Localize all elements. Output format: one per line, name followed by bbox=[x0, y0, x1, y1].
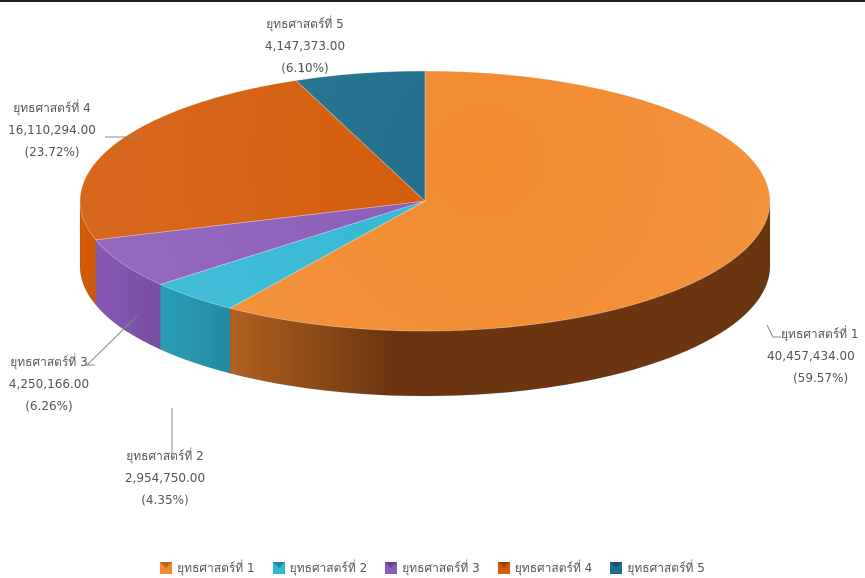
leader-line-1 bbox=[766, 324, 781, 338]
pie-slice-4[interactable] bbox=[79, 80, 426, 241]
slice-1-label: ยุทธศาสตร์ที่ 1 bbox=[781, 327, 859, 341]
slice-1-percent: (59.57%) bbox=[793, 371, 849, 385]
slice-4-percent: (23.72%) bbox=[24, 145, 80, 159]
slice-5-value: 4,147,373.00 bbox=[264, 39, 346, 53]
legend-label-4: ยุทธศาสตร์ที่ 4 bbox=[514, 560, 593, 575]
slice-5-percent: (6.10%) bbox=[281, 61, 329, 75]
legend-item-4[interactable]: ยุทธศาสตร์ที่ 4 bbox=[497, 559, 593, 578]
slice-4-label: ยุทธศาสตร์ที่ 4 bbox=[13, 101, 91, 115]
data-label-slice-1: ยุทธศาสตร์ที่ 1 40,457,434.00 (59.57%) bbox=[767, 323, 859, 389]
legend-item-1[interactable]: ยุทธศาสตร์ที่ 1 bbox=[160, 559, 255, 578]
pie-slice-3[interactable] bbox=[94, 200, 426, 285]
data-label-slice-5: ยุทธศาสตร์ที่ 5 4,147,373.00 (6.10%) bbox=[250, 13, 360, 79]
data-label-slice-3: ยุทธศาสตร์ที่ 3 4,250,166.00 (6.26%) bbox=[0, 351, 98, 417]
slice-3-label: ยุทธศาสตร์ที่ 3 bbox=[10, 355, 88, 369]
slice-4-value: 16,110,294.00 bbox=[8, 123, 96, 137]
slice-2-value: 2,954,750.00 bbox=[124, 471, 206, 485]
slice-3-value: 4,250,166.00 bbox=[8, 377, 90, 391]
legend-item-2[interactable]: ยุทธศาสตร์ที่ 2 bbox=[272, 559, 368, 578]
pie-slice-1[interactable] bbox=[228, 70, 771, 332]
legend-label-2: ยุทธศาสตร์ที่ 2 bbox=[289, 560, 368, 575]
slice-2-label: ยุทธศาสตร์ที่ 2 bbox=[126, 449, 204, 463]
leader-line-3 bbox=[85, 315, 138, 366]
legend-swatch-1 bbox=[160, 562, 173, 574]
legend-label-3: ยุทธศาสตร์ที่ 3 bbox=[402, 560, 480, 575]
legend-swatch-5 bbox=[610, 562, 623, 574]
legend-label-1: ยุทธศาสตร์ที่ 1 bbox=[177, 560, 255, 575]
slice-2-percent: (4.35%) bbox=[141, 493, 189, 507]
legend-swatch-2 bbox=[272, 562, 285, 574]
pie-slice-2[interactable] bbox=[159, 200, 426, 309]
pie-slice-5[interactable] bbox=[294, 70, 426, 202]
slice-1-value: 40,457,434.00 bbox=[767, 349, 855, 363]
slice-3-percent: (6.26%) bbox=[25, 399, 73, 413]
legend-item-3[interactable]: ยุทธศาสตร์ที่ 3 bbox=[385, 559, 480, 578]
data-label-slice-2: ยุทธศาสตร์ที่ 2 2,954,750.00 (4.35%) bbox=[110, 445, 220, 511]
chart-legend: ยุทธศาสตร์ที่ 1 ยุทธศาสตร์ที่ 2 ยุทธศาสต… bbox=[0, 559, 865, 577]
top-border-line bbox=[0, 0, 865, 2]
legend-swatch-3 bbox=[385, 562, 398, 574]
slice-5-label: ยุทธศาสตร์ที่ 5 bbox=[266, 17, 344, 31]
legend-swatch-4 bbox=[497, 562, 510, 574]
data-label-slice-4: ยุทธศาสตร์ที่ 4 16,110,294.00 (23.72%) bbox=[0, 97, 104, 163]
legend-item-5[interactable]: ยุทธศาสตร์ที่ 5 bbox=[610, 559, 705, 578]
legend-label-5: ยุทธศาสตร์ที่ 5 bbox=[627, 560, 705, 575]
